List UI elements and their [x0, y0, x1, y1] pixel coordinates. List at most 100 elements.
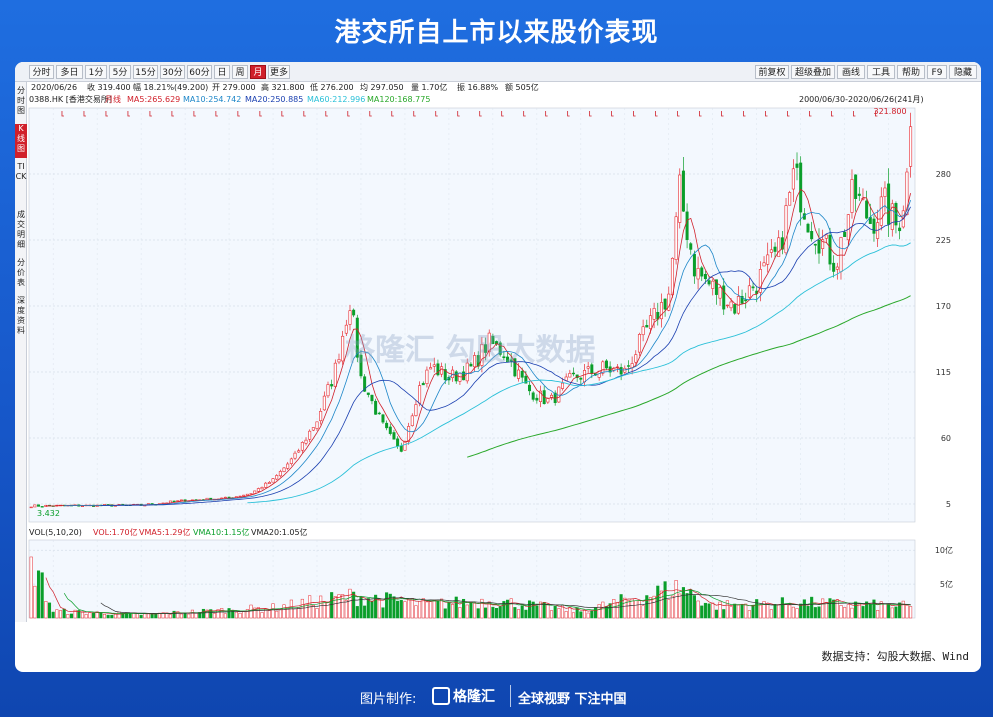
- volume-bar-43: [187, 613, 191, 619]
- candle-body-73: [297, 450, 301, 453]
- toolbar-btn-9[interactable]: 月: [250, 65, 266, 79]
- candle-body-120: [469, 363, 473, 367]
- candle-body-203: [773, 246, 777, 252]
- candle-body-126: [491, 335, 495, 345]
- toolbar-btn-0[interactable]: 分时: [29, 65, 54, 79]
- event-marker-2019-0: [853, 111, 856, 117]
- volume-bar-212: [806, 605, 810, 619]
- candle-body-81: [326, 384, 330, 397]
- candle-body-131: [509, 359, 513, 362]
- event-marker-2013-0: [589, 111, 592, 117]
- volume-bar-180: [689, 589, 693, 619]
- toolbar-btn-2[interactable]: 1分: [85, 65, 107, 79]
- volume-bar-99: [392, 596, 396, 619]
- volume-bar-183: [700, 605, 704, 619]
- toolbar-right-btn-2[interactable]: 画线: [837, 65, 865, 79]
- sidebar-item-0[interactable]: 分时图: [17, 86, 25, 115]
- candle-body-205: [780, 237, 784, 250]
- sidebar-item-2[interactable]: TICK: [15, 162, 27, 181]
- volume-bar-81: [326, 601, 330, 619]
- volume-bar-221: [839, 605, 843, 619]
- candle-body-222: [843, 231, 847, 237]
- toolbar-right-btn-6[interactable]: 隐藏: [949, 65, 977, 79]
- candle-body-58: [242, 494, 246, 497]
- candle-body-226: [857, 193, 861, 196]
- toolbar-btn-3[interactable]: 5分: [109, 65, 131, 79]
- candle-body-139: [539, 390, 543, 402]
- page-title: 港交所自上市以来股价表现: [334, 18, 659, 48]
- candle-body-156: [601, 361, 605, 374]
- volume-bar-112: [440, 598, 444, 619]
- candle-body-104: [410, 415, 414, 426]
- volume-bar-186: [711, 602, 715, 619]
- toolbar-right-btn-1[interactable]: 超级叠加: [791, 65, 835, 79]
- volume-bar-125: [487, 601, 491, 619]
- volume-bar-231: [876, 610, 880, 619]
- brand-logo: 格隆汇: [432, 686, 506, 708]
- event-marker-2009-1: [435, 111, 438, 117]
- toolbar-btn-8[interactable]: 周: [232, 65, 248, 79]
- toolbar-btn-6[interactable]: 60分: [187, 65, 212, 79]
- volume-bar-64: [264, 608, 268, 619]
- volume-bar-66: [271, 603, 275, 619]
- volume-bar-135: [524, 609, 528, 619]
- toolbar-right-btn-5[interactable]: F9: [927, 65, 947, 79]
- volume-bar-56: [234, 611, 238, 619]
- toolbar-right-btn-4[interactable]: 帮助: [897, 65, 925, 79]
- candle-body-183: [700, 267, 704, 277]
- volume-bar-115: [451, 604, 455, 619]
- event-marker-2015-0: [677, 111, 680, 117]
- candle-body-232: [879, 196, 883, 226]
- candle-body-71: [289, 458, 293, 464]
- vol-label: VOL(5,10,20): [29, 528, 82, 537]
- volume-bar-194: [740, 605, 744, 619]
- candle-body-174: [667, 293, 671, 311]
- volume-bar-47: [201, 608, 205, 619]
- candle-body-41: [179, 499, 183, 501]
- toolbar-right-btn-0[interactable]: 前复权: [755, 65, 789, 79]
- candle-body-230: [872, 218, 876, 234]
- toolbar-btn-4[interactable]: 15分: [133, 65, 158, 79]
- sidebar-item-1[interactable]: K线图: [15, 124, 27, 158]
- candle-body-95: [377, 412, 381, 415]
- sidebar-item-3[interactable]: 成交明细: [17, 210, 25, 249]
- info-bar: 2020/06/26 收 319.400 幅 18.21%(49.200) 开 …: [15, 82, 981, 94]
- toolbar-btn-10[interactable]: 更多: [268, 65, 290, 79]
- event-marker-2016-1: [743, 111, 746, 117]
- volume-bar-1: [33, 585, 37, 619]
- candle-body-113: [443, 369, 447, 381]
- event-marker-2003-0: [149, 111, 152, 117]
- price-panel: [28, 107, 916, 523]
- volume-bar-193: [736, 604, 740, 619]
- toolbar-right-btn-3[interactable]: 工具: [867, 65, 895, 79]
- event-marker-2008-1: [391, 111, 394, 117]
- candle-body-123: [480, 344, 484, 366]
- volume-bar-110: [432, 599, 436, 619]
- candle-body-150: [579, 377, 583, 380]
- volume-bar-148: [571, 612, 576, 619]
- toolbar-btn-5[interactable]: 30分: [160, 65, 185, 79]
- volume-bar-156: [601, 601, 605, 619]
- volume-bar-144: [557, 608, 561, 619]
- sidebar-item-5[interactable]: 深度资料: [17, 296, 25, 335]
- candle-body-132: [513, 358, 517, 377]
- volume-bar-238: [901, 600, 905, 619]
- info-date: 2020/06/26: [31, 83, 78, 92]
- volume-bar-166: [637, 600, 641, 619]
- volume-bar-174: [667, 599, 671, 619]
- sidebar-item-4[interactable]: 分价表: [17, 258, 25, 287]
- volume-bar-158: [608, 603, 612, 619]
- candle-body-187: [714, 279, 718, 295]
- candle-body-108: [425, 369, 429, 384]
- volume-bar-58: [242, 611, 246, 619]
- toolbar-btn-1[interactable]: 多日: [56, 65, 83, 79]
- volume-bar-153: [590, 610, 594, 619]
- date-range: 2000/06/30-2020/06/26(241月): [799, 95, 924, 104]
- vma10-label: VMA10:1.15亿: [193, 528, 250, 537]
- event-marker-2011-1: [523, 111, 526, 117]
- candle-body-83: [333, 362, 337, 387]
- volume-bar-49: [209, 609, 213, 619]
- made-by: 图片制作:: [360, 692, 417, 707]
- volume-bar-119: [465, 604, 469, 619]
- toolbar-btn-7[interactable]: 日: [214, 65, 230, 79]
